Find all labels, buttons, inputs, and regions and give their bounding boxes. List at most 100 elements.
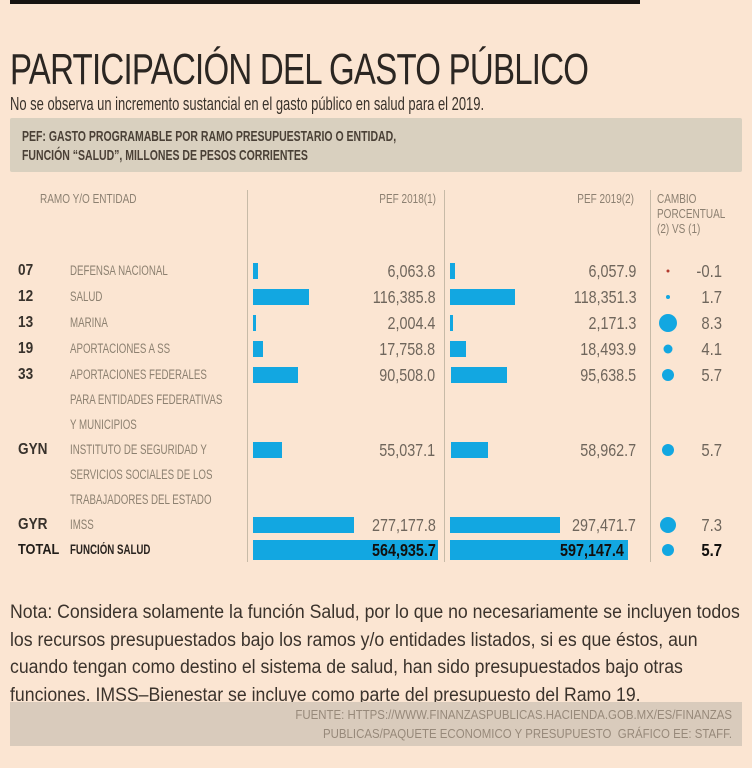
pef-2019-value: 58,962.7: [580, 440, 637, 460]
pef-2019-cell: 597,147.4: [444, 538, 650, 562]
change-dot: [662, 544, 675, 556]
source-line1: FUENTE: HTTPS://WWW.FINANZASPUBLICAS.HAC…: [295, 707, 732, 722]
pef-2019-value: 95,638.5: [580, 365, 637, 385]
pef-2018-value: 564,935.7: [371, 540, 436, 560]
pef-2018-value: 90,508.0: [379, 365, 436, 385]
change-dot: [666, 269, 670, 273]
bar-2018: [252, 517, 354, 533]
chart-heading-box: PEF: GASTO PROGRAMABLE POR RAMO PRESUPUE…: [10, 118, 742, 172]
bar-2019: [450, 289, 516, 305]
top-accent-bar: [10, 0, 640, 4]
row-label-line: SALUD: [69, 289, 103, 304]
row-code: TOTAL: [0, 538, 70, 562]
pef-2018-cell: 6,063.8: [248, 258, 445, 284]
pef-2019-cell: 58,962.7: [445, 437, 651, 512]
row-label: FUNCIÓN SALUD: [70, 538, 248, 562]
row-label-line: TRABAJADORES DEL ESTADO: [69, 492, 212, 507]
row-label: INSTITUTO DE SEGURIDAD Y SERVICIOS SOCIA…: [70, 437, 248, 512]
pef-2018-cell: 277,177.8: [248, 512, 445, 538]
page-subtitle: No se observa un incremento sustancial e…: [10, 94, 485, 114]
pef-2019-cell: 95,638.5: [445, 362, 651, 437]
pef-2019-cell: 297,471.7: [444, 512, 650, 538]
chart-heading-line2: FUNCIÓN “SALUD”, MILLONES DE PESOS CORRI…: [22, 147, 308, 164]
row-code: 19: [0, 336, 70, 362]
bar-2018: [252, 442, 282, 458]
pef-2018-value: 17,758.8: [379, 339, 436, 359]
change-value: 5.7: [701, 540, 723, 560]
table-row-marina: 13 MARINA 2,004.4 2,171.3 8.3: [0, 310, 752, 336]
footnote: Nota: Considera solamente la función Sal…: [10, 602, 740, 706]
bar-2018: [252, 289, 309, 305]
change-cell: 5.7: [650, 538, 752, 562]
pef-2019-value: 2,171.3: [588, 313, 637, 333]
change-value: 5.7: [701, 440, 723, 460]
row-label: APORTACIONES FEDERALES PARA ENTIDADES FE…: [70, 362, 248, 437]
change-cell: 1.7: [650, 284, 752, 310]
change-dot: [663, 344, 673, 354]
change-cell: 8.3: [650, 310, 752, 336]
table-row-total: TOTAL FUNCIÓN SALUD 564,935.7 597,147.4 …: [0, 538, 752, 562]
row-code: 12: [0, 284, 70, 310]
pef-2019-value: 118,351.3: [573, 287, 637, 307]
pef-2018-cell: 55,037.1: [248, 437, 445, 512]
change-cell: 5.7: [650, 437, 752, 512]
row-code-text: 19: [18, 340, 34, 357]
row-label: DEFENSA NACIONAL: [70, 258, 248, 283]
pef-2018-value: 277,177.8: [371, 515, 436, 535]
chart-heading-line1: PEF: GASTO PROGRAMABLE POR RAMO PRESUPUE…: [22, 128, 397, 145]
page-title: PARTICIPACIÓN DEL GASTO PÚBLICO: [10, 45, 589, 95]
change-dot: [662, 369, 675, 381]
row-code: GYN: [0, 437, 70, 463]
bar-2019: [450, 341, 467, 357]
bar-2019: [450, 517, 561, 533]
bar-2018: [252, 540, 438, 560]
chart-heading: PEF: GASTO PROGRAMABLE POR RAMO PRESUPUE…: [22, 127, 518, 165]
column-divider-1: [247, 190, 248, 562]
table-row-aportaciones-federales: 33 APORTACIONES FEDERALES PARA ENTIDADES…: [0, 362, 752, 437]
pef-2018-value: 2,004.4: [387, 313, 436, 333]
pef-2019-cell: 118,351.3: [444, 284, 650, 310]
change-value: 7.3: [701, 515, 723, 535]
change-value: -0.1: [696, 261, 723, 281]
row-code: 07: [0, 258, 70, 284]
pef-2019-value: 597,147.4: [560, 540, 625, 560]
change-value: 5.7: [701, 365, 723, 385]
row-code-text: 13: [18, 314, 34, 331]
column-header-cambio: CAMBIO PORCENTUAL (2) VS (1): [657, 192, 725, 237]
column-header-entity: RAMO Y/O ENTIDAD: [40, 192, 137, 206]
pef-2019-cell: 18,493.9: [444, 336, 650, 362]
bar-2019: [450, 442, 488, 458]
column-header-pef-2018: PEF 2018(1): [379, 192, 436, 206]
bar-2018: [252, 367, 298, 383]
change-dot: [662, 444, 675, 456]
source-box: FUENTE: HTTPS://WWW.FINANZASPUBLICAS.HAC…: [10, 702, 742, 746]
bar-2018: [252, 263, 258, 279]
bar-2018: [252, 341, 263, 357]
change-cell: 4.1: [650, 336, 752, 362]
bar-2019: [450, 540, 629, 560]
change-cell: -0.1: [650, 258, 752, 284]
table-body: 07 DEFENSA NACIONAL 6,063.8 6,057.9 -0.1…: [0, 258, 752, 562]
pef-2018-value: 55,037.1: [379, 440, 436, 460]
row-code-text: 12: [18, 288, 34, 305]
column-header-cambio-line3: (2) VS (1): [657, 222, 701, 236]
change-cell: 5.7: [650, 362, 752, 437]
row-code: GYR: [0, 512, 70, 538]
column-header-pef-2019: PEF 2019(2): [577, 192, 634, 206]
pef-2018-cell: 2,004.4: [248, 310, 445, 336]
change-dot: [666, 295, 671, 299]
row-label-line: PARA ENTIDADES FEDERATIVAS: [69, 392, 223, 407]
row-label-line: DEFENSA NACIONAL: [69, 263, 168, 278]
row-label-line: IMSS: [69, 517, 94, 532]
pef-2019-cell: 2,171.3: [444, 310, 650, 336]
table-row-defensa-nacional: 07 DEFENSA NACIONAL 6,063.8 6,057.9 -0.1: [0, 258, 752, 284]
column-divider-2: [444, 190, 445, 562]
row-label-line: MARINA: [69, 315, 108, 330]
change-value: 1.7: [701, 287, 723, 307]
column-header-cambio-line1: CAMBIO: [657, 192, 697, 206]
budget-table: RAMO Y/O ENTIDAD PEF 2018(1) PEF 2019(2)…: [0, 185, 752, 562]
pef-2019-value: 297,471.7: [572, 515, 637, 535]
row-code: 33: [0, 362, 70, 388]
row-code-text: GYN: [18, 441, 48, 458]
source-line2: PUBLICAS/PAQUETE ECONOMICO Y PRESUPUESTO…: [323, 726, 732, 741]
